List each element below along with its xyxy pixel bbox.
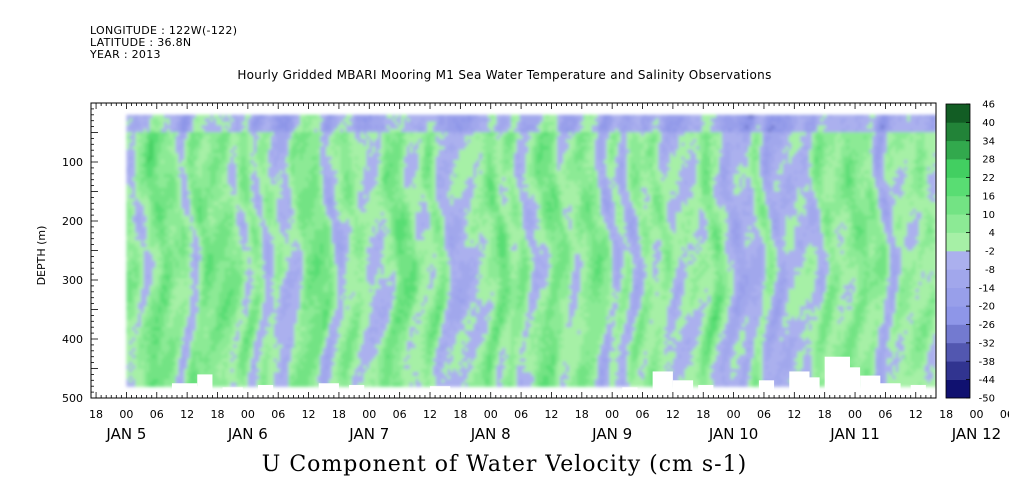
velocity-field-cells: [126, 114, 936, 387]
heatmap-field: [126, 114, 936, 398]
